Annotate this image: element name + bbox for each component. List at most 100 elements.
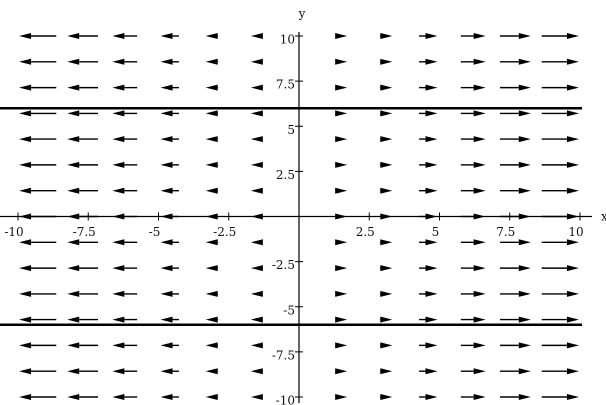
arrow	[379, 290, 393, 297]
arrow-head	[518, 110, 531, 117]
arrow-head	[250, 187, 263, 194]
arrow-head	[205, 84, 218, 91]
arrow-head	[518, 213, 531, 220]
arrow	[335, 342, 348, 349]
arrow-head	[205, 110, 218, 117]
arrow	[419, 213, 438, 220]
arrow	[112, 394, 138, 400]
arrow	[112, 239, 138, 246]
arrow	[499, 394, 531, 400]
arrow	[335, 136, 348, 143]
arrow	[419, 290, 438, 297]
arrow-head	[250, 239, 263, 246]
arrow	[379, 265, 393, 272]
arrow-head	[19, 368, 32, 375]
arrow	[379, 161, 393, 168]
arrow-head	[112, 394, 125, 400]
arrow	[250, 33, 263, 39]
arrow-head	[518, 342, 531, 349]
arrow	[499, 58, 531, 65]
arrow	[250, 368, 263, 375]
arrow	[112, 368, 138, 375]
arrow-head	[473, 58, 486, 65]
arrow-head	[19, 84, 32, 91]
arrow	[499, 161, 531, 168]
arrow-head	[335, 394, 348, 400]
arrow	[19, 239, 57, 246]
x-tick-label: -7.5	[73, 225, 96, 239]
arrow-head	[67, 265, 80, 272]
arrow-head	[425, 110, 438, 117]
arrow-head	[518, 368, 531, 375]
arrow-head	[67, 213, 80, 220]
arrow	[67, 136, 99, 143]
arrow	[67, 342, 99, 349]
arrow-head	[250, 58, 263, 65]
arrow-head	[335, 33, 348, 39]
arrow-head	[380, 58, 393, 65]
arrow	[419, 110, 438, 117]
arrow	[460, 33, 486, 39]
arrow	[67, 58, 99, 65]
arrow-head	[205, 33, 218, 39]
arrow	[379, 394, 393, 400]
arrow-head	[112, 187, 125, 194]
arrow	[335, 394, 348, 400]
arrow	[19, 342, 57, 349]
arrow	[205, 368, 219, 375]
arrow-head	[67, 239, 80, 246]
arrow-head	[112, 239, 125, 246]
arrow-head	[160, 394, 173, 400]
arrow-head	[19, 265, 32, 272]
arrow	[335, 110, 348, 117]
arrow-head	[473, 161, 486, 168]
x-tick-label: 5	[432, 225, 440, 239]
arrow-head	[205, 368, 218, 375]
arrow	[160, 290, 179, 297]
arrow-head	[518, 239, 531, 246]
arrow-head	[160, 58, 173, 65]
arrow-head	[67, 110, 80, 117]
arrow	[205, 136, 219, 143]
arrow	[541, 187, 579, 194]
arrow	[460, 394, 486, 400]
arrow-head	[473, 239, 486, 246]
arrow	[499, 316, 531, 323]
arrow	[379, 58, 393, 65]
arrow-head	[112, 316, 125, 323]
arrow	[112, 187, 138, 194]
arrow-head	[335, 265, 348, 272]
arrow-head	[473, 342, 486, 349]
arrow-head	[112, 136, 125, 143]
arrow-head	[250, 342, 263, 349]
arrow	[67, 394, 99, 400]
arrow	[499, 290, 531, 297]
arrow-head	[19, 161, 32, 168]
arrow	[160, 239, 179, 246]
arrow-head	[335, 58, 348, 65]
arrow-head	[425, 342, 438, 349]
arrow	[541, 265, 579, 272]
arrow-head	[335, 136, 348, 143]
arrow-head	[112, 161, 125, 168]
arrow	[335, 265, 348, 272]
arrow-head	[380, 187, 393, 194]
arrow-head	[566, 239, 579, 246]
arrow-head	[380, 368, 393, 375]
arrow	[335, 213, 348, 220]
arrow	[335, 58, 348, 65]
y-tick-label: 7.5	[276, 78, 295, 92]
arrow-head	[250, 316, 263, 323]
arrow	[19, 110, 57, 117]
arrow	[460, 342, 486, 349]
arrow	[419, 342, 438, 349]
arrow	[19, 368, 57, 375]
arrow	[19, 265, 57, 272]
arrow-head	[250, 290, 263, 297]
arrow-head	[250, 110, 263, 117]
arrow-head	[425, 265, 438, 272]
arrow-head	[112, 110, 125, 117]
arrow	[250, 136, 263, 143]
arrow	[112, 265, 138, 272]
arrow-head	[335, 290, 348, 297]
